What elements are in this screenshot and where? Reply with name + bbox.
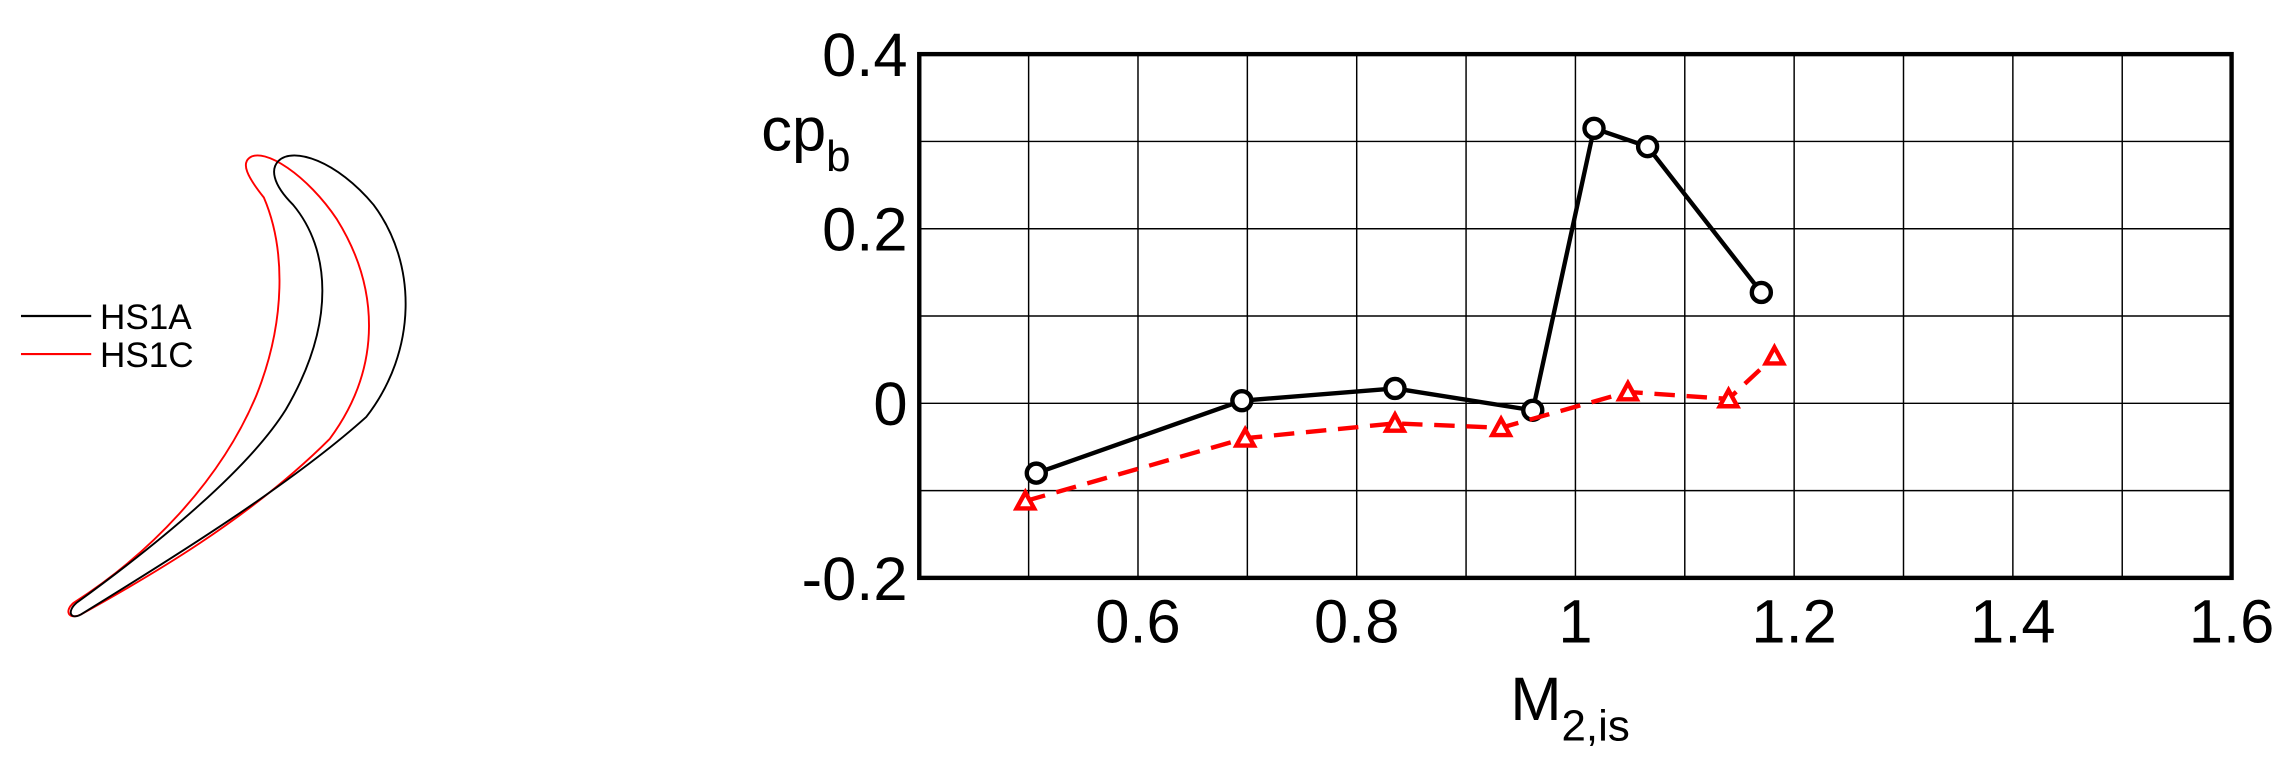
blade-hs1a: [69, 154, 407, 618]
x-tick-label: 1.6: [2189, 587, 2274, 656]
marker: [1635, 134, 1660, 159]
y-tick-label: 0.2: [822, 196, 907, 265]
x-tick-label: 0.6: [1095, 587, 1180, 656]
x-tick-label: 1.2: [1751, 587, 1836, 656]
marker: [1761, 342, 1787, 366]
x-axis-label-sub: 2,is: [1562, 701, 1630, 750]
legend-label: HS1A: [100, 298, 192, 337]
blade-hs1c: [67, 154, 370, 618]
marker: [1232, 424, 1258, 448]
legend-label: HS1C: [100, 336, 194, 375]
x-tick-label: 1.4: [1970, 587, 2055, 656]
y-tick-label: -0.2: [802, 545, 908, 614]
marker: [1012, 487, 1038, 511]
y-axis-label-sub: b: [826, 132, 850, 181]
marker: [1582, 116, 1606, 141]
marker: [1230, 388, 1254, 413]
x-axis-label-main: M: [1510, 665, 1561, 734]
plot-frame: [917, 51, 2234, 581]
x-axis-label: M2,is: [1510, 665, 1629, 750]
y-tick-label: 0: [873, 370, 907, 439]
marker: [1382, 410, 1408, 433]
x-tick-label: 0.8: [1314, 587, 1399, 656]
marker: [1749, 280, 1774, 305]
marker: [1383, 376, 1407, 401]
y-axis-label: cpb: [761, 96, 850, 181]
marker: [1024, 461, 1048, 485]
marker: [1615, 378, 1641, 402]
marker: [1488, 414, 1514, 438]
marker: [1716, 385, 1742, 409]
y-tick-label: 0.4: [822, 21, 907, 90]
y-axis-label-main: cp: [761, 96, 826, 165]
plot-area: 0.6 0.8 1 1.2 1.4 1.6 -0.2 0 0.2 0.4 M2,is cpb: [761, 21, 2274, 750]
x-tick-label: 1: [1558, 587, 1592, 656]
